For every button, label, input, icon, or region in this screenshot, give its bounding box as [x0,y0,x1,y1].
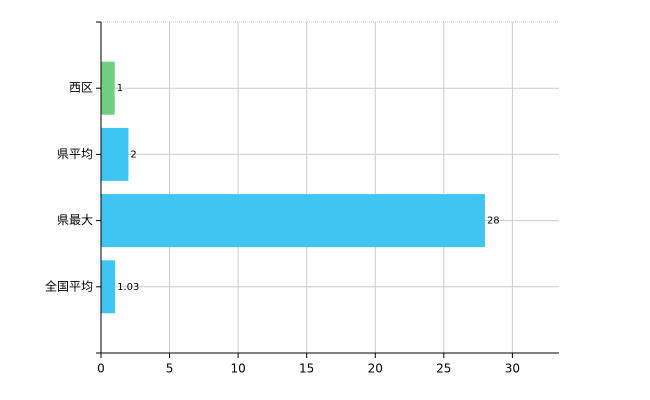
x-tick-label: 30 [505,362,520,376]
x-tick-label: 10 [230,362,245,376]
y-tick-label: 県平均 [57,147,93,161]
value-label: 1.03 [117,282,139,293]
x-tick-label: 20 [368,362,383,376]
value-label: 2 [130,149,136,160]
x-tick-label: 0 [97,362,105,376]
bar [101,194,485,248]
bar [101,61,115,115]
y-tick-label: 県最大 [57,213,93,227]
x-tick-label: 25 [436,362,451,376]
value-label: 1 [117,83,123,94]
y-tick-label: 西区 [69,81,93,95]
bar [101,127,129,181]
value-label: 28 [487,216,500,227]
x-tick-label: 5 [166,362,174,376]
x-tick-label: 15 [299,362,314,376]
y-tick-label: 全国平均 [45,278,93,293]
bar [101,260,116,314]
